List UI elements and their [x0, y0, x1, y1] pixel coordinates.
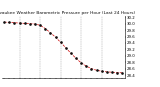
Point	[95, 70, 98, 71]
Point	[34, 23, 36, 25]
Point	[100, 71, 103, 72]
Point	[111, 72, 113, 73]
Title: Milwaukee Weather Barometric Pressure per Hour (Last 24 Hours): Milwaukee Weather Barometric Pressure pe…	[0, 11, 135, 15]
Point	[90, 68, 93, 69]
Point	[23, 23, 26, 24]
Point	[121, 72, 124, 74]
Point	[116, 72, 118, 73]
Point	[39, 25, 41, 26]
Point	[85, 65, 88, 67]
Point	[54, 36, 57, 38]
Point	[18, 22, 21, 24]
Point	[28, 23, 31, 24]
Point	[49, 32, 52, 33]
Point	[3, 21, 5, 23]
Point	[44, 28, 47, 29]
Point	[8, 22, 11, 23]
Point	[59, 42, 62, 43]
Point	[106, 71, 108, 73]
Point	[80, 62, 82, 64]
Point	[70, 53, 72, 54]
Point	[13, 22, 16, 23]
Point	[64, 47, 67, 48]
Point	[75, 58, 77, 59]
